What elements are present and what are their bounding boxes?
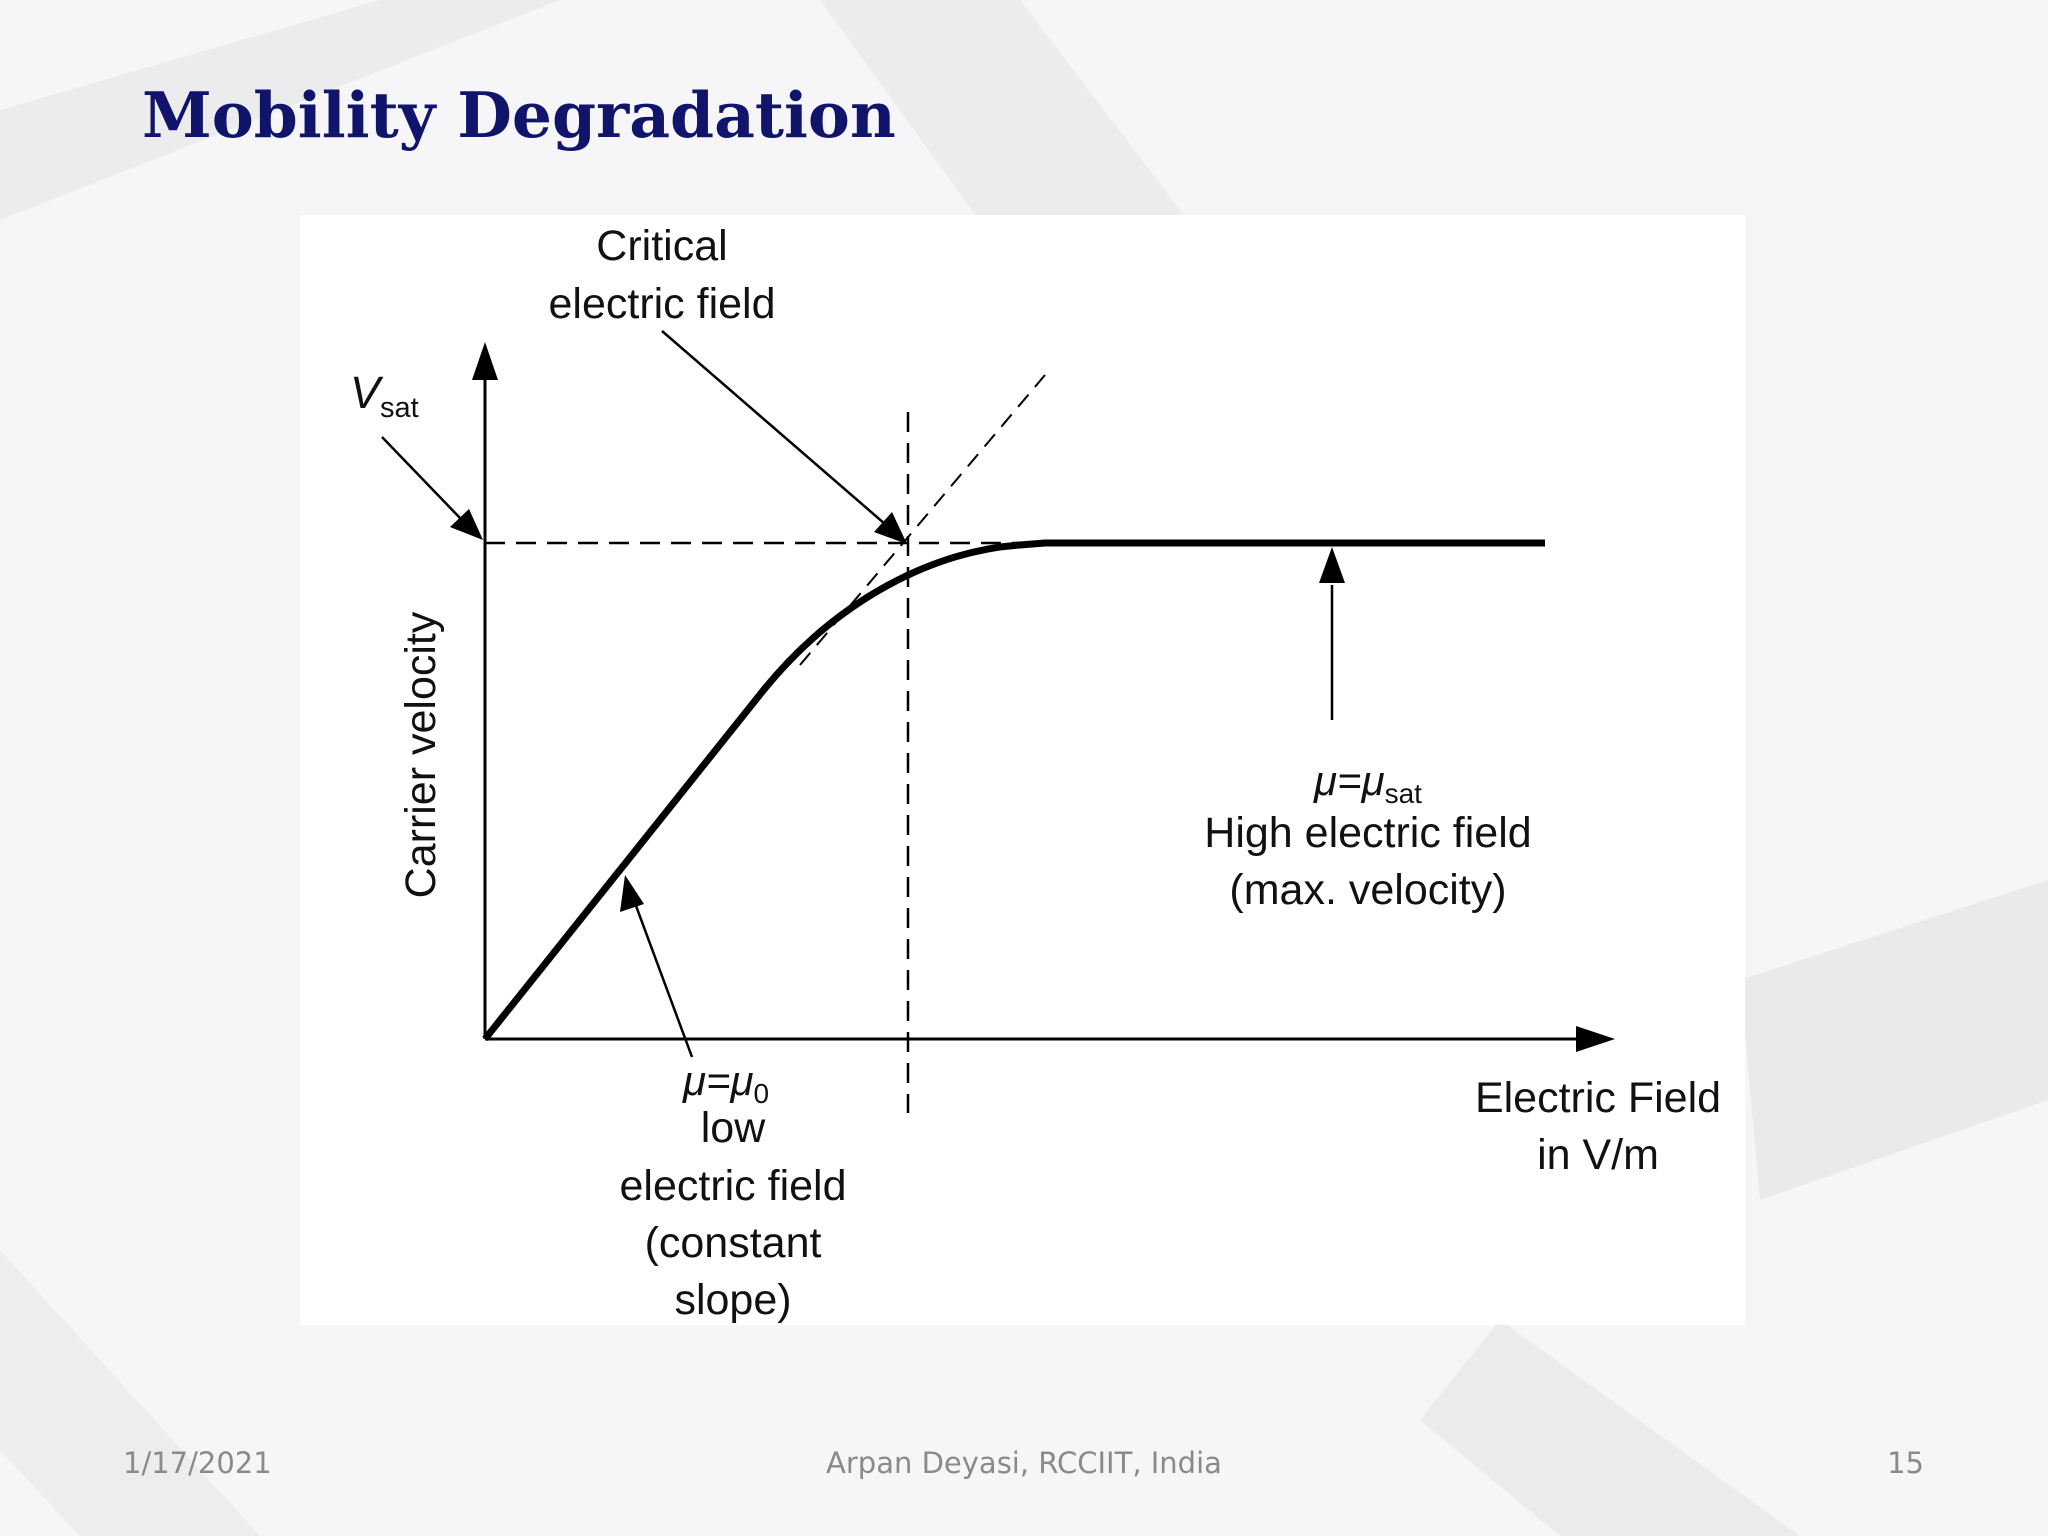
figure-panel: Critical electric field Vsat Carrier vel… bbox=[300, 215, 1745, 1325]
low-field-label-line2: electric field bbox=[619, 1162, 846, 1210]
vsat-pointer-line bbox=[381, 436, 461, 519]
critical-label-line1: Critical bbox=[596, 222, 727, 270]
low-field-mu-sub: 0 bbox=[754, 1078, 770, 1109]
low-field-label-line3: (constant bbox=[645, 1219, 822, 1267]
footer-author: Arpan Deyasi, RCCIIT, India bbox=[826, 1446, 1222, 1480]
footer-page-number: 15 bbox=[1887, 1446, 1924, 1480]
critical-pointer-arrowhead bbox=[874, 512, 907, 544]
high-field-mu-main: μ=μ bbox=[1313, 757, 1385, 804]
x-axis-label-line1: Electric Field bbox=[1475, 1074, 1721, 1122]
low-field-label-line1: low bbox=[701, 1104, 766, 1152]
slide-title: Mobility Degradation bbox=[142, 78, 896, 152]
velocity-curve bbox=[482, 539, 1545, 1042]
high-field-pointer-arrowhead bbox=[1319, 547, 1345, 583]
x-axis-arrowhead bbox=[1576, 1026, 1615, 1052]
low-field-label-line4: slope) bbox=[674, 1276, 791, 1324]
vsat-pointer-arrowhead bbox=[450, 509, 483, 540]
velocity-field-diagram: Critical electric field Vsat Carrier vel… bbox=[350, 222, 1721, 1324]
critical-pointer-line bbox=[661, 330, 886, 525]
low-field-mu-main: μ=μ bbox=[682, 1057, 754, 1104]
y-axis-arrowhead bbox=[472, 342, 498, 380]
high-field-mu-sub: sat bbox=[1385, 778, 1423, 809]
high-field-mu-label: μ=μsat bbox=[1313, 757, 1422, 809]
vsat-label-sub: sat bbox=[380, 392, 419, 424]
high-field-label-line1: High electric field bbox=[1204, 809, 1531, 857]
y-axis-label: Carrier velocity bbox=[397, 611, 445, 898]
low-field-mu-label: μ=μ0 bbox=[682, 1057, 769, 1109]
low-field-pointer-arrowhead bbox=[620, 875, 644, 912]
vsat-label-main: V bbox=[350, 367, 384, 418]
low-field-pointer-line bbox=[630, 894, 694, 1058]
vsat-label: Vsat bbox=[350, 367, 419, 424]
x-axis-label-line2: in V/m bbox=[1537, 1131, 1659, 1179]
high-field-label-line2: (max. velocity) bbox=[1229, 866, 1506, 914]
footer-date: 1/17/2021 bbox=[123, 1446, 272, 1480]
critical-label-line2: electric field bbox=[548, 280, 775, 328]
